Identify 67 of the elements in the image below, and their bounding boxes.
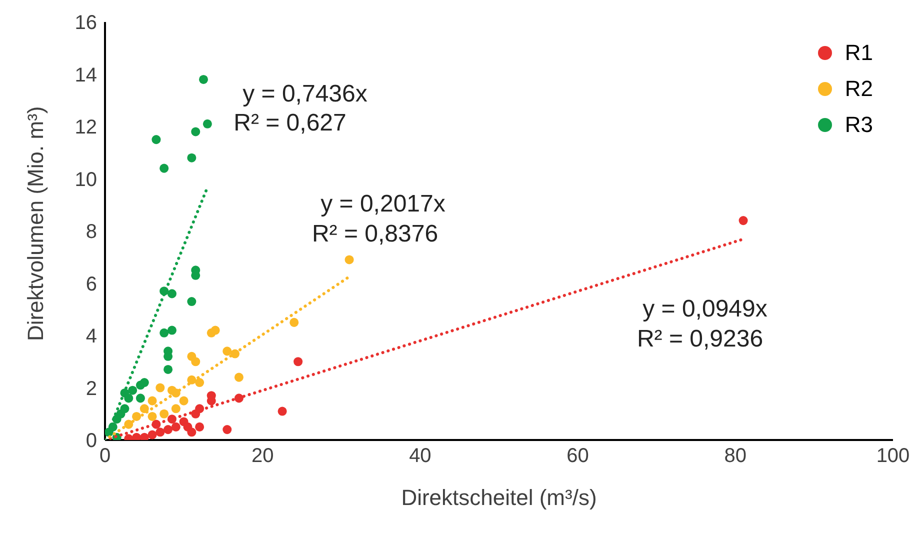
y-tick-label: 6 [86, 273, 97, 296]
point [160, 328, 169, 338]
x-tick-label: 40 [409, 445, 432, 468]
point [195, 378, 204, 388]
point [132, 432, 142, 440]
point [160, 409, 169, 418]
x-tick-label: 80 [724, 445, 747, 468]
x-axis-title: Direktscheitel (m³/s) [401, 485, 597, 510]
point [140, 378, 149, 388]
point [164, 425, 173, 434]
y-tick-label: 0 [86, 430, 97, 452]
point [278, 406, 287, 416]
point [128, 386, 138, 395]
x-tick-label: 100 [876, 445, 910, 468]
point [124, 394, 134, 403]
point [183, 422, 192, 432]
point [290, 318, 299, 327]
y-tick-label: 2 [86, 378, 97, 400]
point [136, 394, 145, 403]
x-tick-label: 60 [566, 445, 589, 468]
point [167, 289, 176, 298]
point [120, 404, 130, 414]
y-tick-label: 10 [74, 168, 97, 191]
legend-label: R1 [844, 40, 873, 66]
point [179, 396, 188, 406]
point [164, 364, 173, 374]
point [167, 326, 176, 335]
annotation: y = 0,7436x [242, 80, 368, 108]
legend-label: R2 [844, 76, 873, 102]
y-tick-label: 16 [74, 12, 97, 34]
annotation: y = 0,0949x [642, 295, 768, 322]
point [234, 372, 244, 382]
point [148, 430, 157, 440]
y-axis-title: Direktvolumen (Mio. m³) [22, 106, 48, 341]
point [202, 119, 212, 128]
point [148, 412, 157, 421]
point [156, 383, 165, 392]
y-tick-label: 12 [74, 116, 97, 139]
annotation: y = 0,2017x [320, 190, 446, 218]
point [222, 425, 232, 434]
point [160, 164, 169, 173]
point [152, 135, 161, 144]
point [294, 357, 303, 366]
x-tick-label: 20 [251, 445, 274, 468]
point [140, 404, 149, 414]
annotation: R² = 0,9236 [636, 325, 764, 352]
point [191, 357, 200, 366]
y-tick-label: 14 [74, 64, 97, 86]
point [171, 422, 180, 432]
point [148, 396, 157, 406]
point [344, 255, 354, 264]
point [738, 216, 748, 226]
point [187, 297, 196, 306]
point [198, 74, 208, 84]
point [210, 326, 220, 335]
annotation: R² = 0,8376 [312, 220, 438, 248]
point [187, 153, 196, 162]
point [156, 428, 165, 437]
y-tick-label: 8 [86, 221, 97, 244]
point [191, 127, 200, 136]
point [195, 422, 204, 432]
point [140, 432, 149, 440]
point [222, 346, 232, 356]
legend-label: R3 [844, 112, 873, 138]
point [171, 404, 180, 414]
annotation: R² = 0,627 [234, 109, 346, 136]
y-tick-label: 4 [86, 326, 97, 348]
